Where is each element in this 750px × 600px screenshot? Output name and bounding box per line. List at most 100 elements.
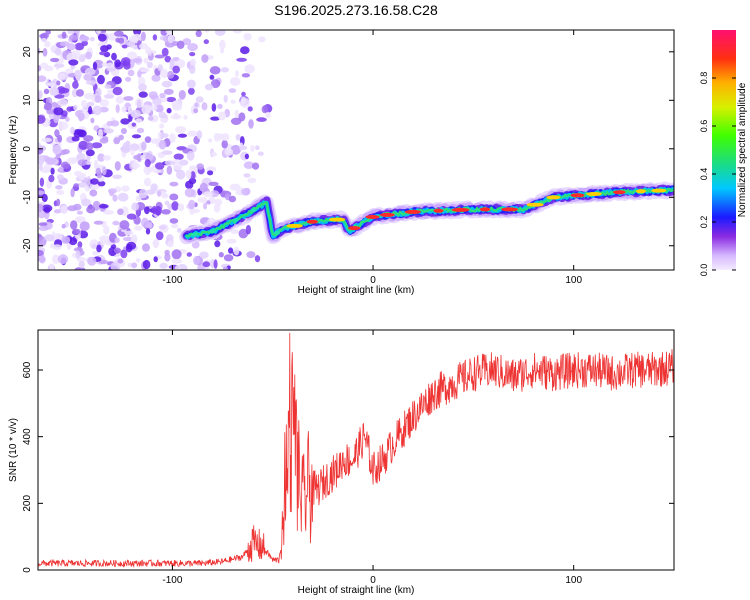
noise-blob	[177, 203, 185, 212]
noise-blob	[101, 62, 109, 67]
noise-blob	[38, 115, 46, 124]
noise-blob	[90, 117, 95, 124]
noise-blob	[68, 34, 79, 41]
noise-blob	[117, 37, 125, 44]
noise-blob	[86, 142, 94, 150]
noise-blob	[159, 123, 165, 129]
noise-blob	[160, 133, 169, 138]
noise-blob	[50, 167, 55, 175]
noise-blob	[61, 31, 67, 39]
noise-blob	[41, 137, 53, 143]
ridge-peak	[526, 202, 544, 207]
noise-blob	[224, 147, 234, 156]
noise-blob	[210, 258, 215, 269]
noise-blob	[160, 117, 168, 123]
noise-blob	[117, 208, 124, 216]
noise-blob	[90, 178, 99, 185]
noise-blob	[141, 141, 147, 151]
noise-blob	[66, 157, 77, 165]
noise-blob	[96, 244, 102, 253]
noise-blob	[161, 80, 173, 88]
noise-blob	[164, 249, 170, 256]
noise-blob	[144, 159, 151, 168]
noise-blob	[39, 177, 45, 187]
noise-blob	[57, 98, 68, 107]
noise-blob	[114, 237, 120, 243]
noise-blob	[83, 135, 94, 142]
noise-blob	[142, 243, 150, 252]
noise-blob	[89, 36, 95, 42]
noise-blob	[210, 151, 217, 157]
noise-blob	[96, 170, 103, 179]
noise-blob	[43, 88, 50, 95]
noise-blob	[58, 121, 69, 130]
noise-blob	[115, 96, 124, 104]
y-tick-label: 10	[22, 94, 33, 106]
ridge-peak	[651, 188, 667, 193]
noise-blob	[214, 240, 221, 248]
noise-blob	[170, 114, 182, 120]
noise-blob	[218, 252, 224, 258]
snr-axes: -100 0 100 0 200 400 600	[22, 330, 674, 586]
noise-blob	[135, 98, 144, 109]
noise-blob	[195, 96, 204, 103]
noise-blob	[72, 228, 81, 235]
noise-blob	[160, 190, 167, 197]
noise-blob	[54, 94, 65, 99]
noise-blob	[233, 246, 240, 256]
noise-blob	[73, 104, 78, 111]
noise-blob	[187, 43, 199, 52]
noise-blob	[139, 67, 150, 73]
noise-blob	[38, 236, 47, 247]
noise-blob	[171, 258, 183, 264]
noise-blob	[112, 86, 123, 96]
noise-blob	[154, 54, 165, 59]
noise-blob	[117, 258, 124, 264]
noise-blob	[136, 153, 143, 163]
noise-blob	[61, 236, 71, 244]
noise-blob	[211, 79, 221, 89]
noise-blob	[81, 198, 91, 207]
noise-blob	[102, 136, 109, 142]
noise-blob	[74, 267, 86, 270]
noise-blob	[120, 57, 131, 67]
noise-blob	[97, 180, 106, 187]
noise-blob	[75, 216, 83, 223]
noise-blob	[120, 249, 128, 259]
noise-blob	[58, 73, 67, 80]
noise-blob	[38, 222, 48, 227]
noise-blob	[45, 82, 56, 87]
noise-blob	[130, 149, 135, 156]
noise-blob	[75, 250, 81, 259]
y-tick-label: 20	[22, 46, 33, 58]
noise-blob	[88, 106, 93, 115]
noise-blob	[155, 162, 165, 170]
ridge-peak	[209, 229, 216, 234]
noise-blob	[176, 40, 185, 49]
noise-blob	[140, 31, 146, 42]
noise-blob	[239, 145, 248, 150]
noise-blob	[73, 183, 79, 188]
noise-blob	[185, 169, 192, 179]
noise-blob	[136, 127, 145, 134]
x-tick-label: -100	[162, 275, 182, 286]
noise-blob	[254, 145, 260, 151]
y-tick-label: 400	[22, 428, 33, 445]
noise-blob	[182, 38, 192, 46]
y-tick-label: -20	[22, 238, 33, 253]
noise-blob	[93, 220, 104, 225]
noise-blob	[91, 243, 97, 249]
noise-blob	[73, 247, 84, 252]
spectrogram-x-label: Height of straight line (km)	[298, 285, 415, 296]
noise-blob	[184, 188, 196, 198]
noise-blob	[152, 34, 158, 41]
noise-blob	[102, 155, 112, 161]
snr-series-line	[38, 332, 674, 568]
noise-blob	[84, 67, 96, 76]
noise-blob	[166, 96, 177, 103]
noise-blob	[187, 79, 196, 89]
noise-blob	[126, 213, 137, 220]
noise-blob	[214, 198, 223, 206]
noise-blob	[146, 61, 153, 69]
